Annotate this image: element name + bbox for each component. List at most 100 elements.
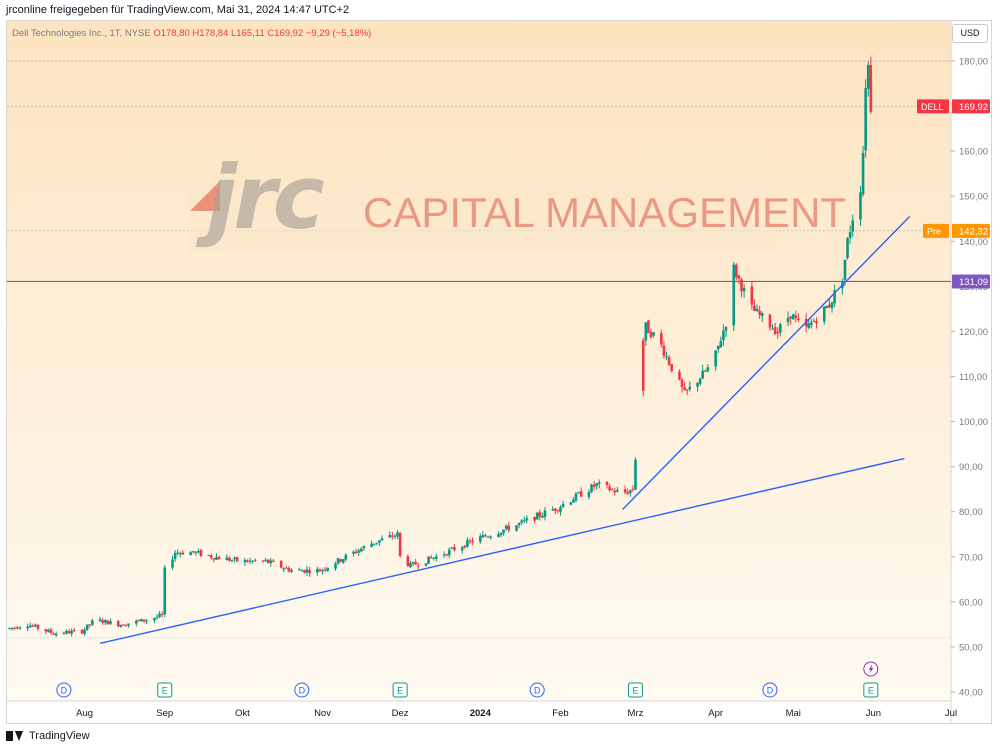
candle-body <box>737 275 741 279</box>
candle-body <box>378 540 381 543</box>
x-tick-label: Jun <box>866 708 881 719</box>
candle-body <box>667 357 671 365</box>
candle-body <box>197 550 200 553</box>
candle-body <box>647 320 650 333</box>
candle-body <box>450 547 454 549</box>
candle-body <box>478 536 482 542</box>
candle-body <box>551 509 555 511</box>
candle-body <box>171 559 174 568</box>
candle-body <box>414 561 417 565</box>
candle-body <box>194 551 198 553</box>
candle-body <box>597 482 601 484</box>
candle-body <box>779 324 782 333</box>
candle-body <box>533 516 536 521</box>
chart-background <box>7 21 951 701</box>
candle-body <box>140 618 143 622</box>
price-chart[interactable]: 40,00 50,00 60,00 70,00 80,00 90,00 100,00 110,… <box>7 21 992 724</box>
candle-body <box>538 512 542 517</box>
currency-button[interactable]: USD <box>952 24 988 43</box>
candle-body <box>768 314 772 328</box>
candle-body <box>233 557 236 560</box>
candle-body <box>592 484 596 487</box>
earnings-event-icon[interactable] <box>863 682 879 698</box>
candle-body <box>786 317 790 323</box>
candle-body <box>623 489 627 493</box>
candle-body <box>484 535 487 537</box>
chart-area[interactable]: 40,00 50,00 60,00 70,00 80,00 90,00 100,00 110,… <box>6 20 992 724</box>
candle-body <box>137 620 141 622</box>
candle-body <box>445 554 448 556</box>
candle-body <box>380 538 384 541</box>
candle-body <box>861 152 865 195</box>
candle-body <box>235 557 239 562</box>
candle-body <box>846 238 849 258</box>
earnings-event-icon[interactable] <box>627 682 643 698</box>
x-tick-label: Sep <box>156 708 173 719</box>
trendline <box>622 216 911 510</box>
candle-body <box>36 624 40 629</box>
candle-body <box>561 504 565 507</box>
candle-body <box>18 627 22 629</box>
candle-body <box>466 540 469 547</box>
candle-body <box>290 570 293 572</box>
earnings-event-icon[interactable] <box>392 682 408 698</box>
y-tick-label: 110,00 <box>959 372 987 383</box>
candle-body <box>678 371 681 380</box>
footer-brand: TradingView <box>6 730 90 742</box>
candle-body <box>649 331 653 338</box>
symbol-name[interactable]: Dell Technologies Inc., 1T, NYSE <box>12 28 151 39</box>
watermark-text: CAPITAL MANAGEMENT <box>363 189 847 236</box>
candle-body <box>825 306 829 308</box>
candle-body <box>109 621 112 625</box>
candle-body <box>44 629 48 632</box>
candle-body <box>103 619 107 623</box>
watermark-logo-mark <box>190 181 220 211</box>
candle-body <box>740 279 743 292</box>
y-tick-label: 100,00 <box>959 417 988 428</box>
candle-body <box>80 630 84 634</box>
candle-body <box>357 550 361 553</box>
candle-body <box>396 532 399 537</box>
candle-body <box>49 629 53 633</box>
candle-body <box>608 486 611 491</box>
candle-body <box>517 523 521 526</box>
candle-body <box>724 326 728 331</box>
candle-body <box>652 332 655 336</box>
candle-body <box>52 633 55 635</box>
candle-body <box>160 613 164 615</box>
time-scale-background <box>7 701 951 723</box>
candle-body <box>248 560 252 562</box>
candle-body <box>228 557 231 561</box>
candle-body <box>610 489 614 491</box>
candle-body <box>127 623 130 626</box>
candle-body <box>504 525 508 529</box>
dividend-event-icon[interactable] <box>294 682 310 698</box>
candle-body <box>432 557 436 559</box>
candle-body <box>212 558 216 560</box>
candle-body <box>13 627 17 629</box>
candle-body <box>406 556 410 566</box>
candle-body <box>471 540 474 543</box>
candle-body <box>535 512 539 520</box>
candle-body <box>468 540 472 542</box>
dividend-event-icon[interactable] <box>762 682 778 698</box>
candle-body <box>173 552 177 560</box>
candle-body <box>26 626 29 629</box>
candle-body <box>569 502 573 505</box>
dividend-event-icon[interactable] <box>56 682 72 698</box>
candle-body <box>742 287 746 292</box>
earnings-event-icon[interactable] <box>157 682 173 698</box>
candle-body <box>72 630 76 632</box>
x-tick-label: Mrz <box>628 708 644 719</box>
dividend-event-icon[interactable] <box>529 682 545 698</box>
candle-body <box>65 630 68 634</box>
candle-body <box>460 547 464 551</box>
candle-body <box>429 557 433 559</box>
candle-body <box>590 484 593 493</box>
candle-body <box>815 321 818 324</box>
event-letter: E <box>632 686 638 696</box>
x-tick-label: 2024 <box>470 708 492 719</box>
candle-body <box>297 569 301 571</box>
candle-body <box>16 627 19 629</box>
event-letter: D <box>767 686 774 696</box>
